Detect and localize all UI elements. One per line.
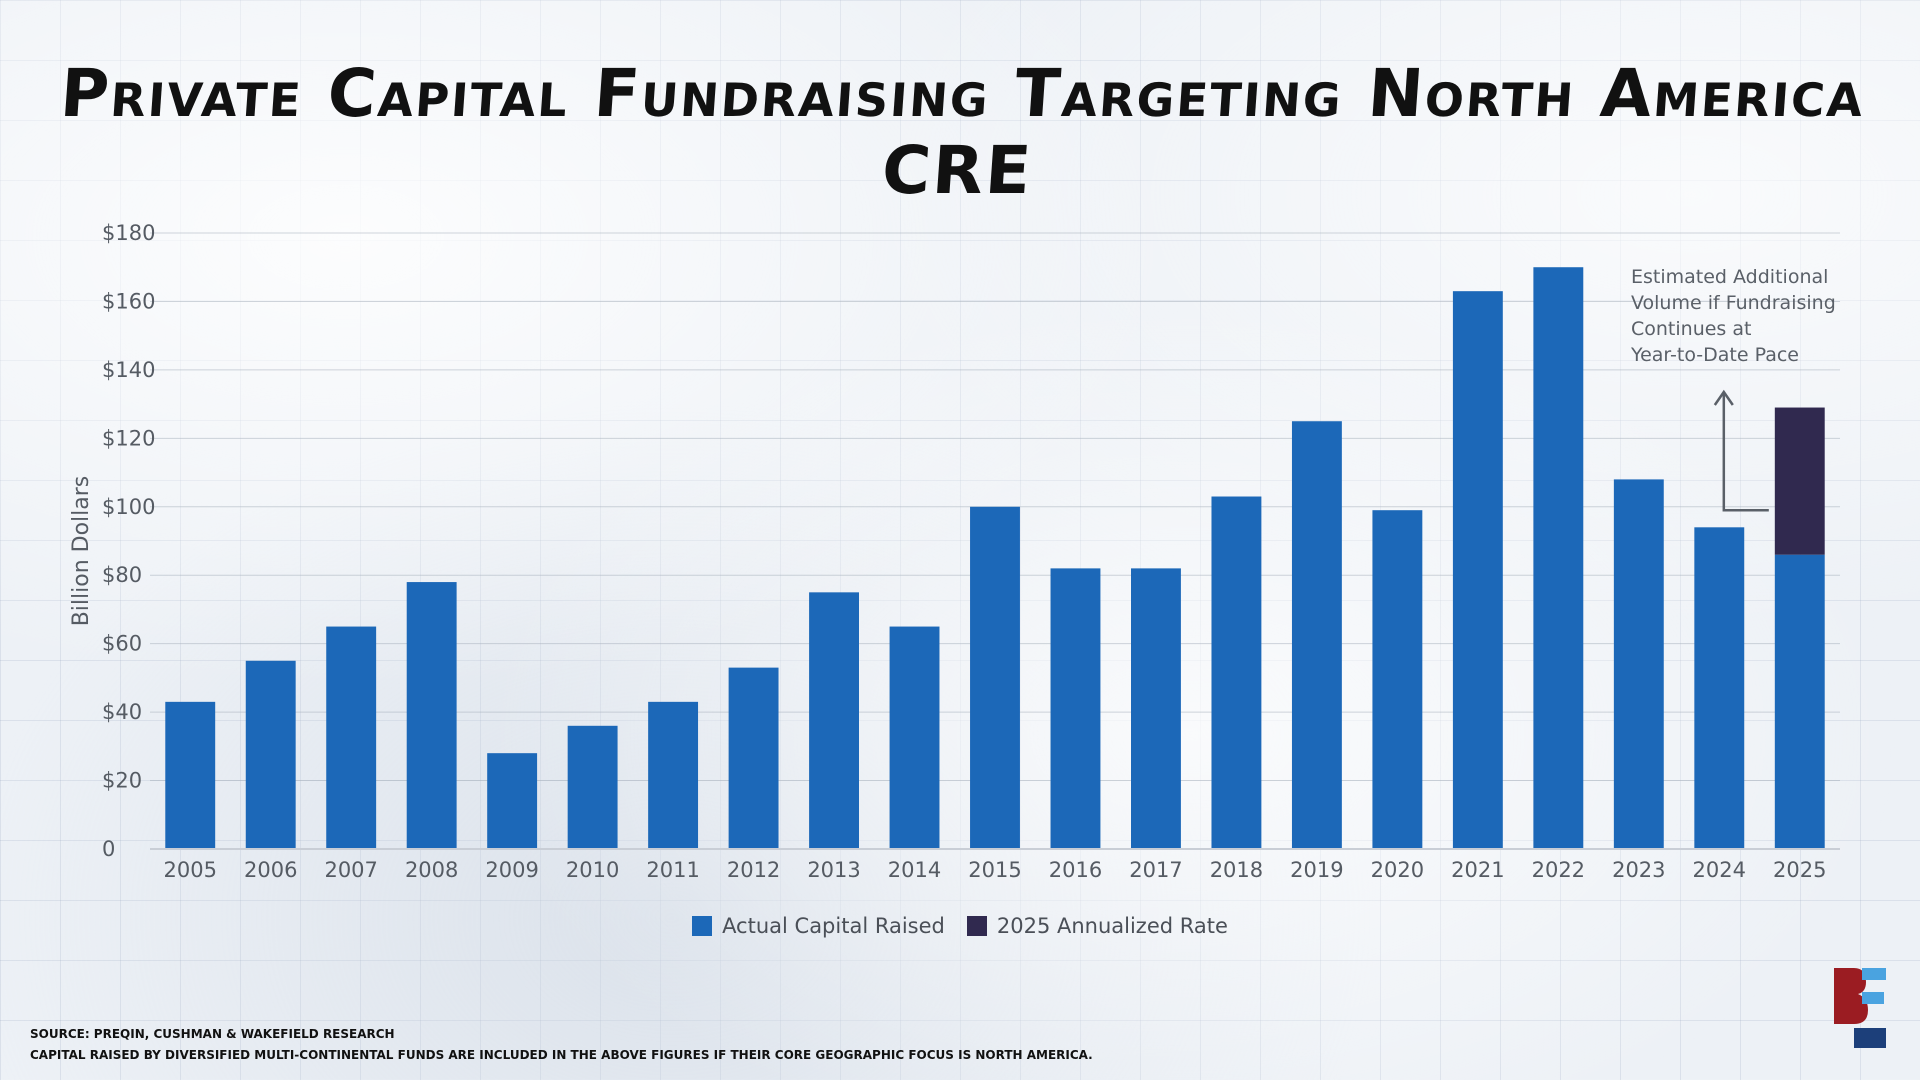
annotation-line: Year-to-Date Pace <box>1630 344 1799 366</box>
x-tick-label: 2016 <box>1049 858 1102 882</box>
annotation-line: Estimated Additional <box>1631 266 1828 288</box>
bar-actual-2022 <box>1533 267 1584 849</box>
legend-swatch-annualized <box>966 916 987 936</box>
bar-actual-2009 <box>487 753 538 849</box>
x-tick-label: 2013 <box>807 858 860 882</box>
bar-actual-2020 <box>1372 510 1423 849</box>
bar-actual-2013 <box>809 592 859 849</box>
y-tick-label: $80 <box>102 563 142 587</box>
y-tick-label: $60 <box>102 632 142 656</box>
x-tick-label: 2009 <box>485 858 538 882</box>
bar-actual-2014 <box>889 626 940 849</box>
x-tick-label: 2019 <box>1290 858 1343 882</box>
source-line: SOURCE: PREQIN, CUSHMAN & WAKEFIELD RESE… <box>30 1027 395 1041</box>
legend-swatch-actual <box>692 916 713 936</box>
x-tick-label: 2012 <box>727 858 780 882</box>
x-tick-label: 2021 <box>1451 858 1504 882</box>
bar-actual-2018 <box>1211 496 1262 849</box>
y-tick-label: $120 <box>102 426 155 450</box>
y-tick-label: $40 <box>102 700 142 724</box>
y-tick-label: $160 <box>102 289 155 313</box>
x-tick-label: 2015 <box>968 858 1021 882</box>
x-tick-label: 2007 <box>324 858 377 882</box>
x-tick-label: 2023 <box>1612 858 1665 882</box>
x-tick-label: 2017 <box>1129 858 1182 882</box>
bar-actual-2012 <box>728 667 779 849</box>
legend-item-annualized: 2025 Annualized Rate <box>966 914 1228 938</box>
x-tick-label: 2022 <box>1532 858 1585 882</box>
bar-actual-2011 <box>648 701 699 849</box>
x-tick-label: 2018 <box>1210 858 1263 882</box>
source-note: SOURCE: PREQIN, CUSHMAN & WAKEFIELD RESE… <box>30 1024 1093 1066</box>
y-axis-ticks: 0 $20 $40 $60 $80 $100 $120 $140 $160 $180 <box>102 221 155 861</box>
legend-label-actual: Actual Capital Raised <box>722 914 945 938</box>
annotation-line: Continues at <box>1631 318 1751 340</box>
bar-actual-2015 <box>970 506 1020 849</box>
bar-actual-2021 <box>1452 291 1503 850</box>
bar-actual-2025 <box>1774 554 1825 849</box>
bar-actual-2024 <box>1694 527 1745 849</box>
footnote-line: CAPITAL RAISED BY DIVERSIFIED MULTI-CONT… <box>30 1048 1093 1062</box>
y-tick-label: $20 <box>102 769 142 793</box>
bar-actual-2005 <box>165 701 216 849</box>
x-tick-label: 2025 <box>1773 858 1826 882</box>
x-axis-ticks: 2005 2006 2007 2008 2009 2010 2011 2012 2013 2014… <box>164 858 1827 882</box>
legend-item-actual: Actual Capital Raised <box>692 914 945 938</box>
brand-logo-icon <box>1834 968 1886 1048</box>
bar-actual-2023 <box>1613 479 1664 849</box>
annotation: Estimated Additional Volume if Fundraisin… <box>1630 266 1836 512</box>
bar-annualized-2025 <box>1774 407 1825 555</box>
y-tick-label: 0 <box>102 837 115 861</box>
bar-actual-2010 <box>567 725 618 849</box>
x-tick-label: 2006 <box>244 858 297 882</box>
bar-actual-2006 <box>245 660 296 849</box>
legend: Actual Capital Raised 2025 Annualized Ra… <box>0 914 1920 938</box>
y-axis-title: Billion Dollars <box>69 476 94 627</box>
bars <box>165 267 1825 850</box>
annotation-line: Volume if Fundraising <box>1631 292 1836 314</box>
legend-label-annualized: 2025 Annualized Rate <box>996 914 1228 938</box>
annotation-arrowhead <box>1713 389 1734 406</box>
x-tick-label: 2008 <box>405 858 458 882</box>
bar-actual-2016 <box>1050 568 1101 849</box>
y-tick-label: $100 <box>102 495 155 519</box>
bar-actual-2007 <box>326 626 377 849</box>
y-tick-label: $140 <box>102 358 155 382</box>
y-tick-label: $180 <box>102 221 155 245</box>
bar-actual-2008 <box>406 582 457 849</box>
x-tick-label: 2011 <box>646 858 699 882</box>
bar-actual-2017 <box>1131 568 1181 849</box>
x-tick-label: 2020 <box>1371 858 1424 882</box>
x-tick-label: 2014 <box>888 858 941 882</box>
x-tick-label: 2005 <box>164 858 217 882</box>
annotation-arrow-line <box>1722 394 1769 512</box>
bar-actual-2019 <box>1291 421 1342 849</box>
x-tick-label: 2010 <box>566 858 619 882</box>
x-tick-label: 2024 <box>1693 858 1746 882</box>
